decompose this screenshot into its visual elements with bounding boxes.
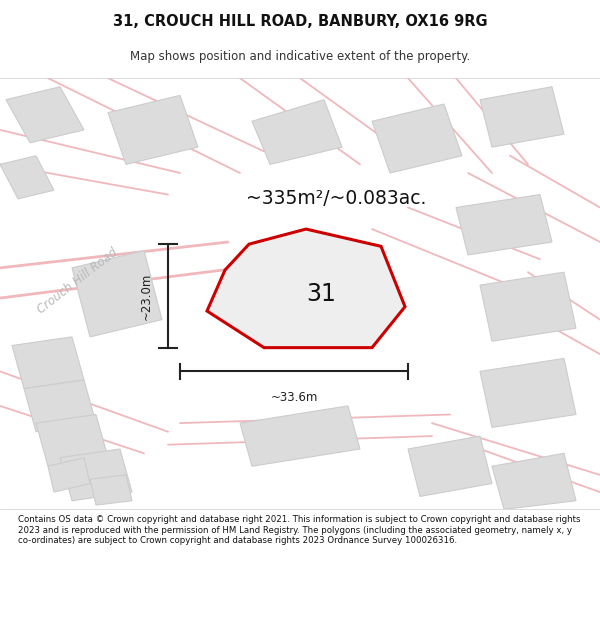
Polygon shape xyxy=(252,99,342,164)
Polygon shape xyxy=(90,475,132,505)
Polygon shape xyxy=(480,87,564,147)
Polygon shape xyxy=(492,453,576,509)
Polygon shape xyxy=(6,87,84,142)
Polygon shape xyxy=(108,96,198,164)
Polygon shape xyxy=(480,358,576,428)
Polygon shape xyxy=(408,436,492,496)
Text: 31, CROUCH HILL ROAD, BANBURY, OX16 9RG: 31, CROUCH HILL ROAD, BANBURY, OX16 9RG xyxy=(113,14,487,29)
Polygon shape xyxy=(12,337,84,389)
Text: Contains OS data © Crown copyright and database right 2021. This information is : Contains OS data © Crown copyright and d… xyxy=(18,515,581,545)
Text: 31: 31 xyxy=(306,282,336,306)
Polygon shape xyxy=(207,229,405,348)
Text: Map shows position and indicative extent of the property.: Map shows position and indicative extent… xyxy=(130,50,470,62)
Polygon shape xyxy=(480,272,576,341)
Polygon shape xyxy=(456,194,552,255)
Text: ~335m²/~0.083ac.: ~335m²/~0.083ac. xyxy=(246,189,426,208)
Polygon shape xyxy=(72,251,162,337)
Polygon shape xyxy=(36,414,108,466)
Text: ~33.6m: ~33.6m xyxy=(271,391,317,404)
Polygon shape xyxy=(240,406,360,466)
Text: ~23.0m: ~23.0m xyxy=(140,272,153,319)
Polygon shape xyxy=(48,458,90,492)
Polygon shape xyxy=(24,380,96,432)
Polygon shape xyxy=(0,156,54,199)
Polygon shape xyxy=(60,449,132,501)
Text: Crouch Hill Road: Crouch Hill Road xyxy=(35,246,121,316)
Polygon shape xyxy=(372,104,462,173)
